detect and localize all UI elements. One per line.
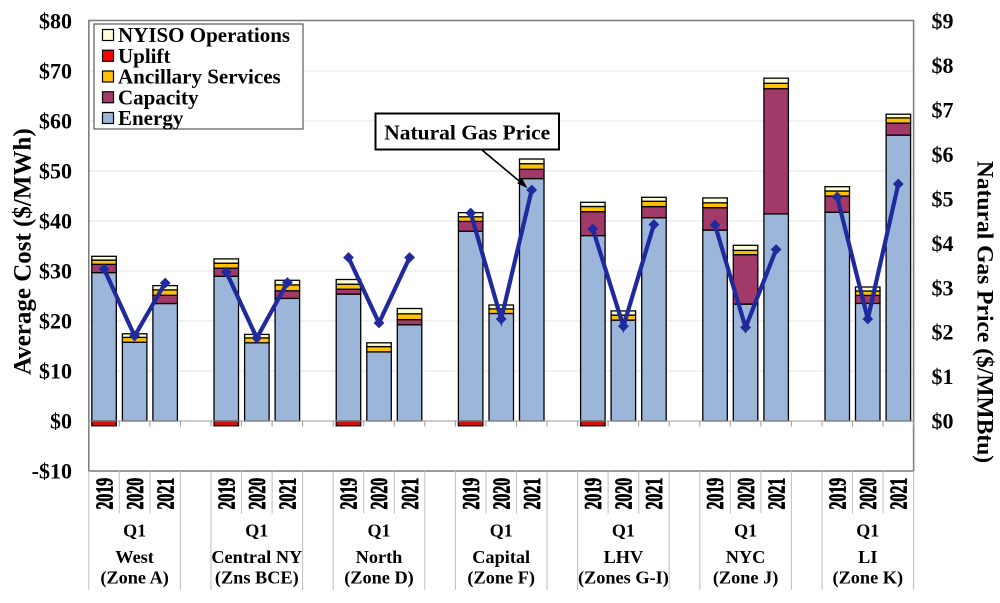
svg-text:2021: 2021 [884, 478, 913, 510]
svg-text:Q1: Q1 [612, 521, 635, 541]
svg-text:Q1: Q1 [490, 521, 513, 541]
svg-text:-$10: -$10 [32, 459, 72, 484]
svg-text:LHV: LHV [604, 547, 644, 567]
svg-text:$40: $40 [39, 209, 72, 234]
svg-text:2020: 2020 [731, 478, 760, 510]
svg-text:$5: $5 [932, 186, 954, 211]
svg-text:$1: $1 [932, 364, 954, 389]
svg-text:2019: 2019 [90, 478, 119, 510]
svg-text:2021: 2021 [395, 478, 424, 510]
svg-text:West: West [115, 547, 154, 567]
svg-text:2021: 2021 [151, 478, 180, 510]
svg-text:Natural Gas Price: Natural Gas Price [384, 120, 550, 144]
svg-text:$9: $9 [932, 9, 954, 34]
svg-text:Central NY: Central NY [211, 547, 302, 567]
svg-text:Q1: Q1 [245, 521, 268, 541]
svg-text:Average Cost ($/MWh): Average Cost ($/MWh) [10, 128, 37, 375]
svg-text:Ancillary Services: Ancillary Services [118, 65, 281, 89]
svg-text:2019: 2019 [823, 478, 852, 510]
svg-text:NYC: NYC [726, 547, 766, 567]
svg-text:$80: $80 [39, 9, 72, 34]
svg-text:(Zone A): (Zone A) [100, 568, 169, 589]
svg-text:(Zone F): (Zone F) [467, 568, 535, 589]
svg-text:$3: $3 [932, 275, 954, 300]
svg-text:Q1: Q1 [367, 521, 390, 541]
svg-text:$4: $4 [932, 231, 954, 256]
svg-text:2020: 2020 [365, 478, 394, 510]
svg-text:$6: $6 [932, 142, 954, 167]
svg-text:$30: $30 [39, 259, 72, 284]
svg-text:Q1: Q1 [123, 521, 146, 541]
svg-text:2020: 2020 [242, 478, 271, 510]
svg-text:$60: $60 [39, 109, 72, 134]
svg-text:North: North [356, 547, 403, 567]
svg-text:$0: $0 [50, 409, 72, 434]
svg-text:2020: 2020 [853, 478, 882, 510]
svg-text:$8: $8 [932, 53, 954, 78]
svg-text:(Zns BCE): (Zns BCE) [215, 568, 299, 589]
svg-text:2020: 2020 [609, 478, 638, 510]
svg-text:Capital: Capital [472, 547, 530, 567]
svg-text:(Zone K): (Zone K) [833, 568, 904, 589]
svg-text:$10: $10 [39, 359, 72, 384]
svg-text:Q1: Q1 [856, 521, 879, 541]
svg-text:2021: 2021 [273, 478, 302, 510]
svg-text:LI: LI [858, 547, 877, 567]
svg-text:2021: 2021 [639, 478, 668, 510]
svg-text:NYISO Operations: NYISO Operations [118, 23, 290, 47]
svg-text:2019: 2019 [701, 478, 730, 510]
svg-text:Uplift: Uplift [118, 44, 171, 68]
svg-text:Natural Gas Price ($/MMBtu): Natural Gas Price ($/MMBtu) [972, 161, 998, 463]
svg-text:Q1: Q1 [734, 521, 757, 541]
svg-text:2021: 2021 [762, 478, 791, 510]
svg-text:2020: 2020 [487, 478, 516, 510]
svg-text:(Zones G-I): (Zones G-I) [578, 568, 669, 589]
svg-text:2020: 2020 [120, 478, 149, 510]
svg-text:2019: 2019 [334, 478, 363, 510]
svg-text:$7: $7 [932, 98, 954, 123]
svg-text:(Zone J): (Zone J) [713, 568, 779, 589]
svg-text:2019: 2019 [456, 478, 485, 510]
svg-text:Energy: Energy [118, 106, 184, 130]
svg-text:(Zone D): (Zone D) [344, 568, 414, 589]
svg-text:$50: $50 [39, 159, 72, 184]
svg-text:$0: $0 [932, 409, 954, 434]
svg-text:2021: 2021 [517, 478, 546, 510]
svg-text:2019: 2019 [212, 478, 241, 510]
svg-text:$2: $2 [932, 320, 954, 345]
svg-text:Capacity: Capacity [118, 85, 199, 109]
svg-text:$20: $20 [39, 309, 72, 334]
svg-text:$70: $70 [39, 59, 72, 84]
svg-text:2019: 2019 [578, 478, 607, 510]
